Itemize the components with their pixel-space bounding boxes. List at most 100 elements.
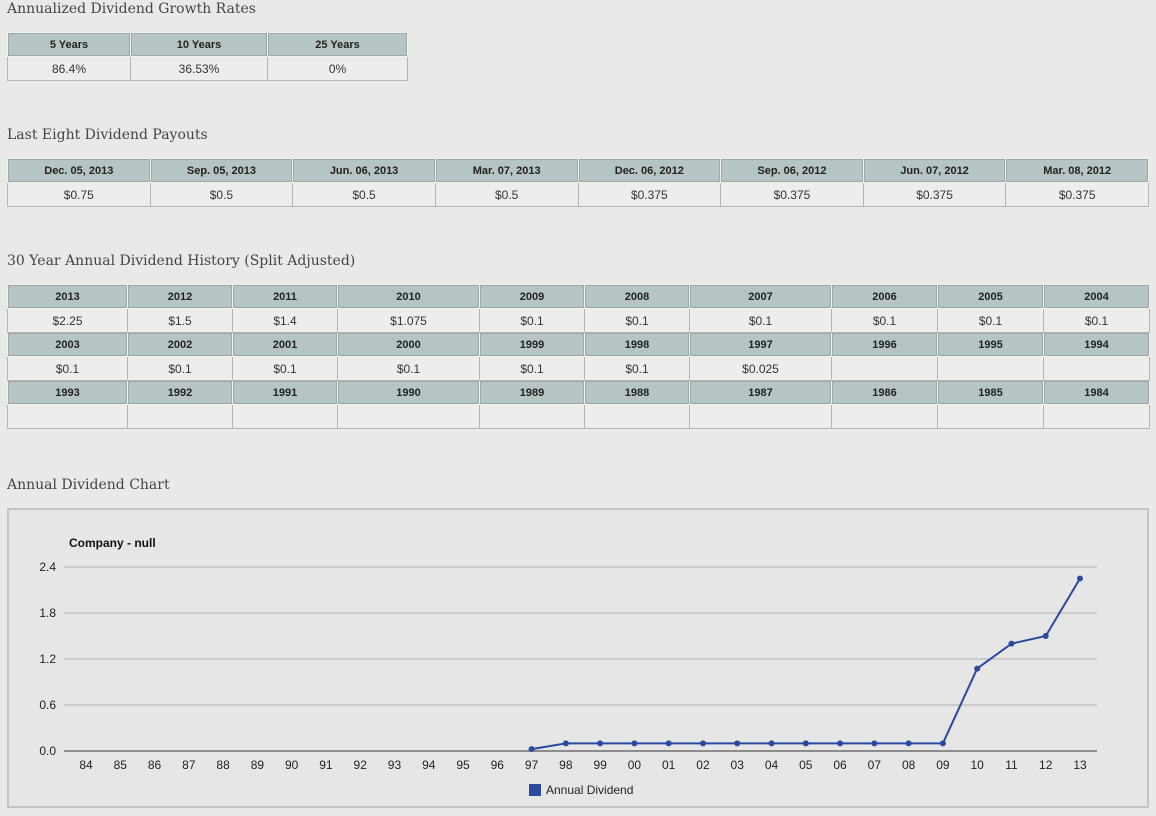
history-value-row: $0.1 $0.1 $0.1 $0.1 $0.1 $0.1 $0.025 xyxy=(7,356,1150,381)
payout-amount: $0.5 xyxy=(292,182,436,207)
x-tick-label: 88 xyxy=(216,758,230,772)
x-tick-label: 03 xyxy=(731,758,745,772)
payouts-header-row: Dec. 05, 2013 Sep. 05, 2013 Jun. 06, 201… xyxy=(7,158,1149,183)
x-tick-label: 11 xyxy=(1005,758,1018,772)
history-value xyxy=(831,404,938,429)
x-tick-label: 84 xyxy=(79,758,93,772)
history-value: $1.075 xyxy=(337,308,480,333)
legend-swatch xyxy=(529,784,541,796)
history-value xyxy=(937,404,1044,429)
payout-amount: $0.75 xyxy=(7,182,151,207)
history-value xyxy=(689,404,832,429)
data-point xyxy=(597,740,604,747)
payouts-value-row: $0.75 $0.5 $0.5 $0.5 $0.375 $0.375 $0.37… xyxy=(7,182,1149,207)
y-axis-ticks: 0.0 0.6 1.2 1.8 2.4 xyxy=(39,560,56,758)
history-year: 1992 xyxy=(127,380,233,405)
growth-table: 5 Years 10 Years 25 Years 86.4% 36.53% 0… xyxy=(7,32,408,81)
x-tick-label: 99 xyxy=(593,758,607,772)
chart-canvas: Company - null 0.00.61.21.82.4 84 85 86 87 8… xyxy=(39,536,1097,797)
history-value xyxy=(831,356,938,381)
growth-value-row: 86.4% 36.53% 0% xyxy=(7,56,408,81)
history-value: $0.1 xyxy=(232,356,338,381)
history-year: 1989 xyxy=(479,380,585,405)
history-year-row: 1993 1992 1991 1990 1989 1988 1987 1986 1985 1984 xyxy=(7,380,1150,405)
data-point xyxy=(631,740,638,747)
x-tick-label: 91 xyxy=(319,758,333,772)
history-value: $0.1 xyxy=(689,308,832,333)
history-year: 1997 xyxy=(689,332,832,357)
chart-legend: Annual Dividend xyxy=(529,783,633,797)
payout-date: Jun. 06, 2013 xyxy=(292,158,436,183)
payout-amount: $0.5 xyxy=(434,182,579,207)
payout-date: Sep. 05, 2013 xyxy=(149,158,294,183)
x-tick-label: 89 xyxy=(251,758,265,772)
x-tick-label: 02 xyxy=(696,758,710,772)
x-tick-label: 01 xyxy=(662,758,676,772)
growth-header: 25 Years xyxy=(267,32,408,57)
history-value xyxy=(127,404,233,429)
history-value xyxy=(232,404,338,429)
growth-value: 86.4% xyxy=(7,56,131,81)
data-point xyxy=(699,740,706,747)
growth-header: 10 Years xyxy=(130,32,268,57)
history-year-row: 2003 2002 2001 2000 1999 1998 1997 1996 1995 1994 xyxy=(7,332,1150,357)
history-value xyxy=(584,404,690,429)
x-tick-label: 06 xyxy=(833,758,847,772)
data-point xyxy=(1077,575,1083,582)
history-year: 2005 xyxy=(937,284,1044,309)
history-table: 2013 2012 2011 2010 2009 2008 2007 2006 2005 2004… xyxy=(7,284,1150,429)
history-year: 1985 xyxy=(937,380,1044,405)
x-tick-label: 13 xyxy=(1073,758,1087,772)
history-year: 2010 xyxy=(337,284,480,309)
annual-dividend-chart: Company - null 0.0 0.6 1.2 1.8 2.4 84 85 86 87 8… xyxy=(7,508,1149,808)
data-point xyxy=(665,740,672,747)
history-year: 2008 xyxy=(584,284,690,309)
data-point xyxy=(871,740,878,747)
x-tick-label: 12 xyxy=(1039,758,1053,772)
history-value: $0.1 xyxy=(1043,308,1150,333)
x-tick-label: 97 xyxy=(525,758,539,772)
history-value xyxy=(7,404,128,429)
payout-amount: $0.375 xyxy=(720,182,864,207)
payout-date: Mar. 08, 2012 xyxy=(1005,158,1149,183)
history-value: $1.4 xyxy=(232,308,338,333)
history-value: $0.1 xyxy=(584,308,690,333)
data-point xyxy=(802,740,809,747)
history-value: $0.1 xyxy=(831,308,938,333)
x-tick-label: 87 xyxy=(182,758,196,772)
growth-value: 36.53% xyxy=(130,56,268,81)
legend-label: Annual Dividend xyxy=(546,783,633,797)
chart-section-title: Annual Dividend Chart xyxy=(7,477,170,493)
history-year: 2012 xyxy=(127,284,233,309)
gridlines xyxy=(64,566,1097,752)
y-tick-label: 0.0 xyxy=(39,744,56,758)
history-year: 2011 xyxy=(232,284,338,309)
x-tick-label: 09 xyxy=(936,758,950,772)
x-tick-label: 04 xyxy=(765,758,779,772)
series-annual-dividend xyxy=(528,575,1083,753)
x-tick-label: 86 xyxy=(148,758,162,772)
payout-date: Dec. 05, 2013 xyxy=(7,158,151,183)
payout-amount: $0.375 xyxy=(862,182,1007,207)
history-year: 2002 xyxy=(127,332,233,357)
history-value xyxy=(1043,404,1150,429)
x-tick-label: 90 xyxy=(285,758,299,772)
history-year: 1988 xyxy=(584,380,690,405)
history-year: 2009 xyxy=(479,284,585,309)
x-tick-label: 07 xyxy=(868,758,882,772)
history-year: 1996 xyxy=(831,332,938,357)
history-value: $0.025 xyxy=(689,356,832,381)
payouts-title: Last Eight Dividend Payouts xyxy=(7,127,208,143)
chart-title: Company - null xyxy=(69,536,156,550)
x-tick-label: 08 xyxy=(902,758,916,772)
history-value xyxy=(479,404,585,429)
history-value: $0.1 xyxy=(584,356,690,381)
data-point xyxy=(939,740,946,747)
history-value-row xyxy=(7,404,1150,429)
x-tick-label: 93 xyxy=(388,758,402,772)
data-point xyxy=(1042,633,1049,639)
history-year: 1991 xyxy=(232,380,338,405)
history-year: 2001 xyxy=(232,332,338,357)
payout-amount: $0.375 xyxy=(1005,182,1149,207)
history-year: 1986 xyxy=(831,380,938,405)
